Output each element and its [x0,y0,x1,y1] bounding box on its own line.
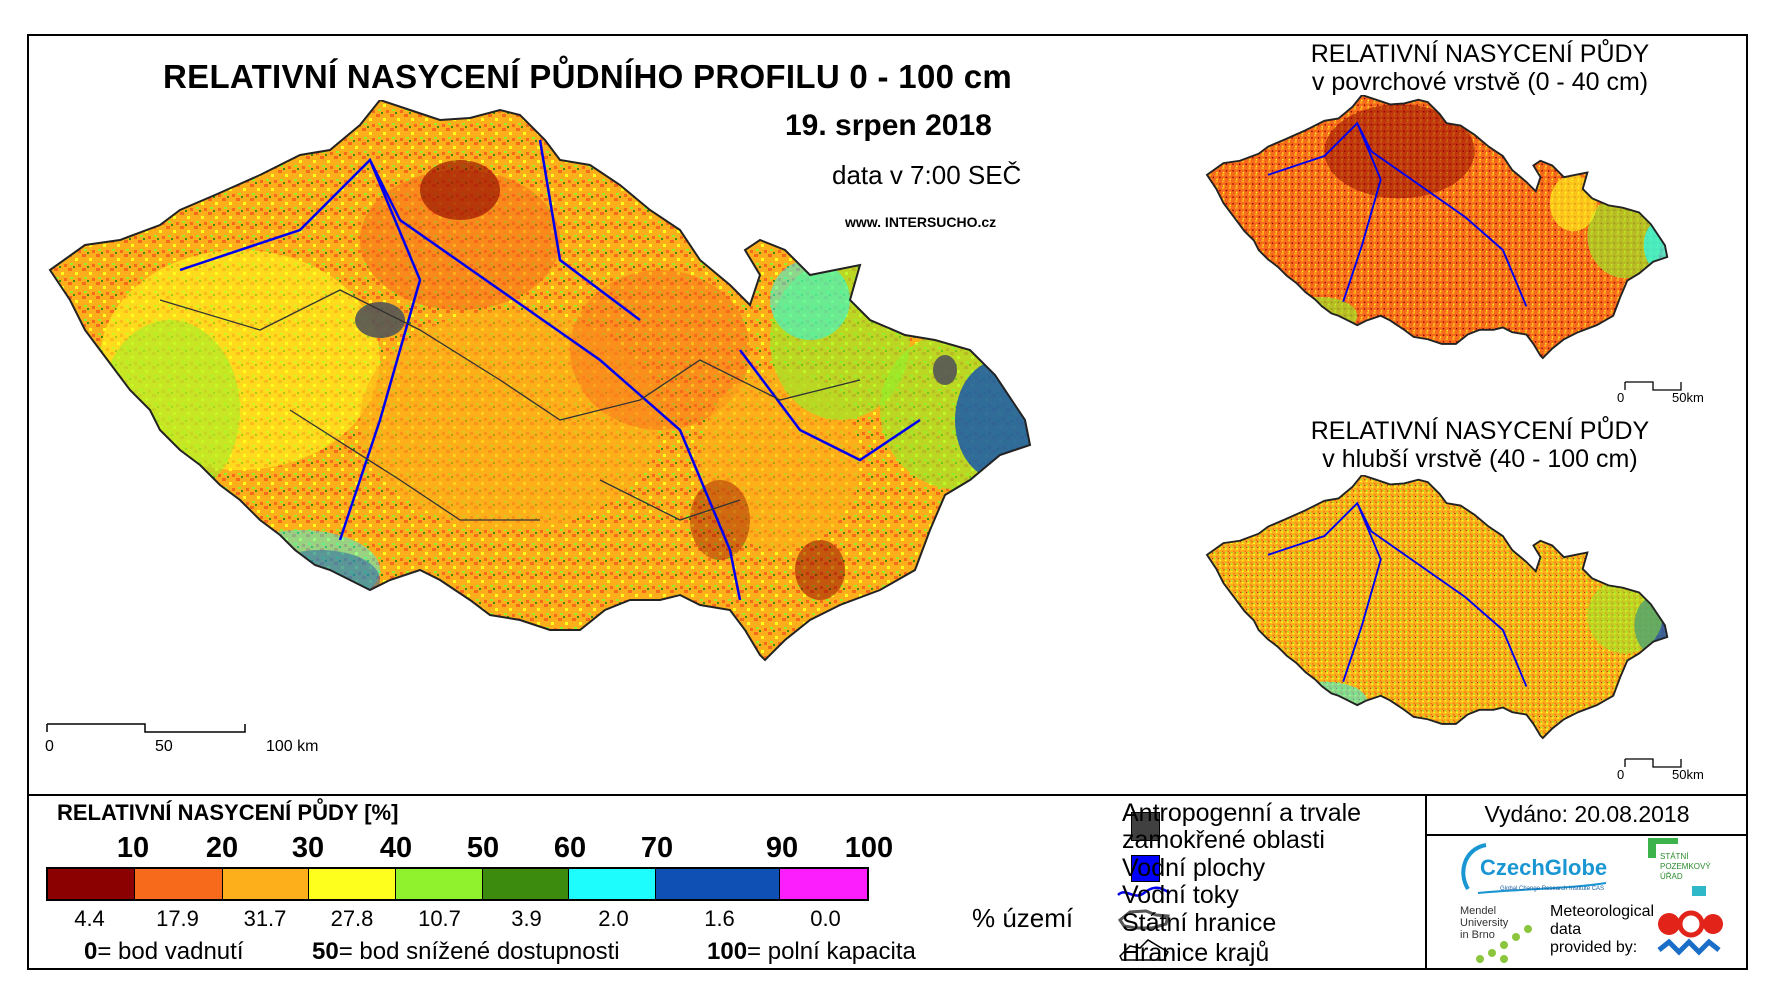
key-anthropogenic-line1: Antropogenní a trvale [1122,799,1362,827]
legend-class-1 [134,869,224,899]
legend-pct-5: 3.9 [511,906,542,931]
inset-bottom-scale-0: 0 [1617,767,1625,782]
legend-pct-8: 0.0 [810,906,841,931]
divider-horizontal [27,794,1748,796]
legend-tick-60: 60 [553,832,587,864]
czechglobe-logo [1461,843,1607,894]
czechglobe-name: CzechGlobe [1480,855,1608,880]
legend-tick-100: 100 [844,832,894,864]
river-line-icon [1117,886,1171,897]
legend-color-bar [46,867,869,901]
main-date: 19. srpen 2018 [785,109,992,142]
spu-logo [1648,838,1706,896]
inset-top-title-line1: RELATIVNÍ NASYCENÍ PŮDY [1310,40,1650,68]
scale-label-0: 0 [45,738,54,755]
anthropogenic-area-icon [1131,812,1160,841]
divider-vertical [1425,795,1427,970]
main-title: RELATIVNÍ NASYCENÍ PŮDNÍHO PROFILU 0 - 1… [163,58,1013,95]
legend-tick-50: 50 [466,832,500,864]
legend-title: RELATIVNÍ NASYCENÍ PŮDY [%] [57,800,399,825]
scale-label-100: 100 km [266,738,319,755]
inset-top-scale-0: 0 [1617,390,1625,405]
url-suffix: .cz [977,214,997,230]
legend-class-3 [308,869,397,899]
source-url[interactable]: www. INTERSUCHO.cz [845,214,996,230]
key-rivers: Vodní toky [1122,881,1239,909]
mendel-university-logo: Mendel University in Brno [1460,905,1509,941]
key-state-border: Státní hranice [1122,909,1277,937]
key-anthropogenic: Antropogenní a trvale zamokřené oblasti [1122,800,1361,854]
main-map [49,100,1031,661]
key-water-bodies: Vodní plochy [1122,854,1266,882]
spu-name: STÁTNÍ POZEMKOVÝ ÚŘAD [1660,852,1711,881]
inset-bottom-scale-bar [1624,758,1682,768]
main-scale-bar [46,723,246,733]
legend-note-50: 50= bod snížené dostupnosti [312,938,620,965]
legend-pct-0: 4.4 [74,906,105,931]
inset-top-scale-50: 50km [1672,390,1704,405]
mendel-dots-icon [1476,925,1532,963]
chmi-logo [1657,910,1723,956]
legend-class-6 [569,869,657,899]
legend-class-8 [780,869,867,899]
key-region-border: Hranice krajů [1122,939,1270,967]
url-highlight: SUCHO [926,214,978,230]
divider-issued [1426,834,1748,836]
legend-class-5 [482,869,570,899]
inset-top-title: RELATIVNÍ NASYCENÍ PŮDY v povrchové vrst… [1270,40,1690,96]
water-body-icon [1131,855,1160,882]
legend-note-100: 100= polní kapacita [707,938,916,965]
scale-label-50: 50 [155,738,173,755]
legend-tick-10: 10 [116,832,150,864]
legend-tick-70: 70 [640,832,674,864]
legend-tick-90: 90 [765,832,799,864]
czechglobe-subtitle: Global Change Research Institute CAS [1500,886,1605,892]
legend-unit: % území [972,903,1074,933]
inset-bottom-scale-50: 50km [1672,767,1704,782]
inset-bottom-title-line2: v hlubší vrstvě (40 - 100 cm) [1322,445,1638,473]
issued-date: Vydáno: 20.08.2018 [1484,801,1690,827]
main-time: data v 7:00 SEČ [832,160,1022,190]
legend-class-0 [48,869,135,899]
legend-class-7 [656,869,781,899]
inset-top-scale-bar [1624,381,1682,391]
legend-tick-40: 40 [379,832,413,864]
legend-class-2 [223,869,309,899]
state-border-icon [1117,909,1170,930]
key-anthropogenic-line2: zamokřené oblasti [1122,826,1325,854]
legend-tick-20: 20 [205,832,239,864]
inset-bottom-title-line1: RELATIVNÍ NASYCENÍ PŮDY [1310,417,1650,445]
legend-pct-6: 2.0 [598,906,629,931]
legend-pct-7: 1.6 [704,906,735,931]
url-prefix: www. INTER [845,214,927,230]
legend-pct-1: 17.9 [156,906,199,931]
inset-top-map [1206,95,1669,359]
legend-note-0: 0= bod vadnutí [84,938,244,965]
legend-pct-4: 10.7 [418,906,461,931]
inset-bottom-title: RELATIVNÍ NASYCENÍ PŮDY v hlubší vrstvě … [1270,417,1690,473]
legend-tick-30: 30 [291,832,325,864]
inset-top-title-line2: v povrchové vrstvě (0 - 40 cm) [1311,68,1649,96]
legend-class-4 [396,869,483,899]
legend-pct-3: 27.8 [330,906,374,931]
meteo-data-credit: Meteorological data provided by: [1550,903,1655,956]
inset-bottom-map [1206,475,1669,739]
region-border-icon [1119,939,1169,961]
legend-pct-2: 31.7 [243,906,287,931]
